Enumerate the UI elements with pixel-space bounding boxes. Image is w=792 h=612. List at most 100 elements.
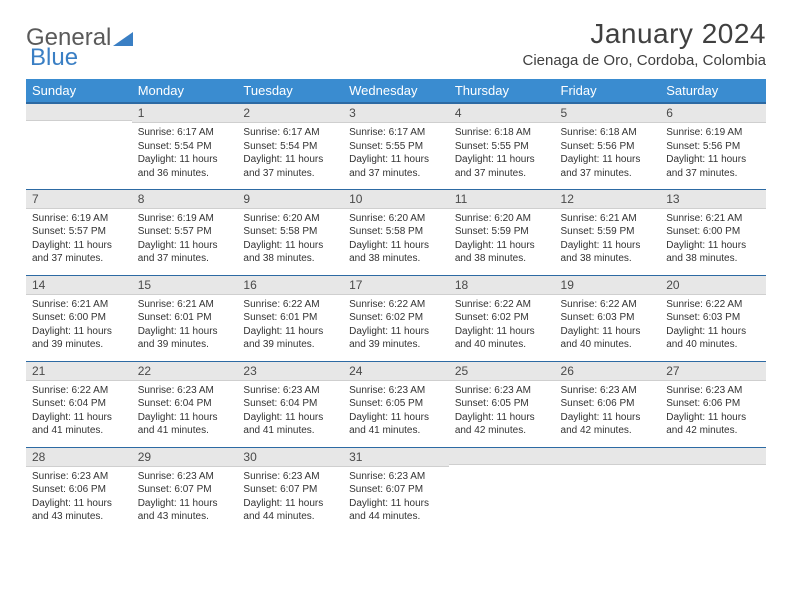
day-number: 13 <box>660 189 766 209</box>
sunset-line: Sunset: 6:03 PM <box>666 311 760 325</box>
calendar-day-cell <box>449 447 555 533</box>
calendar-day-cell: 23Sunrise: 6:23 AMSunset: 6:04 PMDayligh… <box>237 361 343 447</box>
calendar-day-cell: 28Sunrise: 6:23 AMSunset: 6:06 PMDayligh… <box>26 447 132 533</box>
daylight-line: Daylight: 11 hours and 37 minutes. <box>32 239 126 266</box>
daylight-line: Daylight: 11 hours and 36 minutes. <box>138 153 232 180</box>
day-info: Sunrise: 6:23 AMSunset: 6:05 PMDaylight:… <box>449 381 555 440</box>
daylight-line: Daylight: 11 hours and 38 minutes. <box>455 239 549 266</box>
sunrise-line: Sunrise: 6:22 AM <box>666 298 760 312</box>
sunset-line: Sunset: 5:54 PM <box>138 140 232 154</box>
calendar-day-cell: 6Sunrise: 6:19 AMSunset: 5:56 PMDaylight… <box>660 103 766 189</box>
calendar-week-row: 1Sunrise: 6:17 AMSunset: 5:54 PMDaylight… <box>26 103 766 189</box>
sunset-line: Sunset: 6:05 PM <box>455 397 549 411</box>
daylight-line: Daylight: 11 hours and 37 minutes. <box>455 153 549 180</box>
calendar-day-cell: 2Sunrise: 6:17 AMSunset: 5:54 PMDaylight… <box>237 103 343 189</box>
calendar-day-cell: 1Sunrise: 6:17 AMSunset: 5:54 PMDaylight… <box>132 103 238 189</box>
sunset-line: Sunset: 6:03 PM <box>561 311 655 325</box>
daylight-line: Daylight: 11 hours and 42 minutes. <box>666 411 760 438</box>
sunrise-line: Sunrise: 6:17 AM <box>349 126 443 140</box>
sunrise-line: Sunrise: 6:17 AM <box>138 126 232 140</box>
calendar-day-cell <box>26 103 132 189</box>
day-number: 9 <box>237 189 343 209</box>
daylight-line: Daylight: 11 hours and 41 minutes. <box>138 411 232 438</box>
daylight-line: Daylight: 11 hours and 37 minutes. <box>243 153 337 180</box>
daylight-line: Daylight: 11 hours and 42 minutes. <box>455 411 549 438</box>
sunset-line: Sunset: 6:07 PM <box>138 483 232 497</box>
sunset-line: Sunset: 5:59 PM <box>455 225 549 239</box>
day-info: Sunrise: 6:20 AMSunset: 5:58 PMDaylight:… <box>237 209 343 268</box>
day-info: Sunrise: 6:22 AMSunset: 6:02 PMDaylight:… <box>343 295 449 354</box>
day-info: Sunrise: 6:23 AMSunset: 6:07 PMDaylight:… <box>132 467 238 526</box>
day-info: Sunrise: 6:17 AMSunset: 5:55 PMDaylight:… <box>343 123 449 182</box>
sunset-line: Sunset: 6:04 PM <box>243 397 337 411</box>
weekday-header: Tuesday <box>237 79 343 103</box>
day-info: Sunrise: 6:23 AMSunset: 6:04 PMDaylight:… <box>132 381 238 440</box>
sunset-line: Sunset: 5:59 PM <box>561 225 655 239</box>
sunrise-line: Sunrise: 6:23 AM <box>243 384 337 398</box>
day-number: 11 <box>449 189 555 209</box>
day-number: 30 <box>237 447 343 467</box>
sunrise-line: Sunrise: 6:18 AM <box>561 126 655 140</box>
sunrise-line: Sunrise: 6:20 AM <box>349 212 443 226</box>
sunset-line: Sunset: 6:01 PM <box>243 311 337 325</box>
day-info: Sunrise: 6:17 AMSunset: 5:54 PMDaylight:… <box>132 123 238 182</box>
sunrise-line: Sunrise: 6:23 AM <box>349 384 443 398</box>
calendar-day-cell: 20Sunrise: 6:22 AMSunset: 6:03 PMDayligh… <box>660 275 766 361</box>
daylight-line: Daylight: 11 hours and 44 minutes. <box>243 497 337 524</box>
day-number: 6 <box>660 103 766 123</box>
calendar-week-row: 7Sunrise: 6:19 AMSunset: 5:57 PMDaylight… <box>26 189 766 275</box>
calendar-day-cell <box>660 447 766 533</box>
daylight-line: Daylight: 11 hours and 38 minutes. <box>243 239 337 266</box>
daylight-line: Daylight: 11 hours and 37 minutes. <box>138 239 232 266</box>
sunrise-line: Sunrise: 6:20 AM <box>243 212 337 226</box>
sunset-line: Sunset: 6:06 PM <box>561 397 655 411</box>
day-number: 2 <box>237 103 343 123</box>
daylight-line: Daylight: 11 hours and 37 minutes. <box>561 153 655 180</box>
day-number-blank <box>660 447 766 465</box>
calendar-page: General January 2024 Cienaga de Oro, Cor… <box>0 0 792 533</box>
day-number: 8 <box>132 189 238 209</box>
calendar-day-cell: 29Sunrise: 6:23 AMSunset: 6:07 PMDayligh… <box>132 447 238 533</box>
sunset-line: Sunset: 6:06 PM <box>32 483 126 497</box>
calendar-day-cell: 9Sunrise: 6:20 AMSunset: 5:58 PMDaylight… <box>237 189 343 275</box>
day-number-blank <box>555 447 661 465</box>
day-info: Sunrise: 6:23 AMSunset: 6:06 PMDaylight:… <box>660 381 766 440</box>
sunrise-line: Sunrise: 6:22 AM <box>243 298 337 312</box>
day-number: 24 <box>343 361 449 381</box>
calendar-header-row: SundayMondayTuesdayWednesdayThursdayFrid… <box>26 79 766 103</box>
sunrise-line: Sunrise: 6:19 AM <box>666 126 760 140</box>
daylight-line: Daylight: 11 hours and 40 minutes. <box>666 325 760 352</box>
day-number: 15 <box>132 275 238 295</box>
daylight-line: Daylight: 11 hours and 40 minutes. <box>455 325 549 352</box>
calendar-day-cell: 21Sunrise: 6:22 AMSunset: 6:04 PMDayligh… <box>26 361 132 447</box>
daylight-line: Daylight: 11 hours and 41 minutes. <box>243 411 337 438</box>
weekday-header: Friday <box>555 79 661 103</box>
daylight-line: Daylight: 11 hours and 37 minutes. <box>349 153 443 180</box>
calendar-day-cell: 30Sunrise: 6:23 AMSunset: 6:07 PMDayligh… <box>237 447 343 533</box>
day-info: Sunrise: 6:23 AMSunset: 6:04 PMDaylight:… <box>237 381 343 440</box>
calendar-day-cell: 27Sunrise: 6:23 AMSunset: 6:06 PMDayligh… <box>660 361 766 447</box>
sunrise-line: Sunrise: 6:23 AM <box>455 384 549 398</box>
daylight-line: Daylight: 11 hours and 38 minutes. <box>349 239 443 266</box>
day-info: Sunrise: 6:19 AMSunset: 5:56 PMDaylight:… <box>660 123 766 182</box>
sunrise-line: Sunrise: 6:22 AM <box>32 384 126 398</box>
sunset-line: Sunset: 5:55 PM <box>455 140 549 154</box>
day-info: Sunrise: 6:23 AMSunset: 6:05 PMDaylight:… <box>343 381 449 440</box>
daylight-line: Daylight: 11 hours and 41 minutes. <box>32 411 126 438</box>
weekday-header: Sunday <box>26 79 132 103</box>
day-info: Sunrise: 6:21 AMSunset: 6:00 PMDaylight:… <box>660 209 766 268</box>
daylight-line: Daylight: 11 hours and 38 minutes. <box>561 239 655 266</box>
calendar-day-cell: 12Sunrise: 6:21 AMSunset: 5:59 PMDayligh… <box>555 189 661 275</box>
calendar-day-cell <box>555 447 661 533</box>
daylight-line: Daylight: 11 hours and 43 minutes. <box>32 497 126 524</box>
calendar-day-cell: 16Sunrise: 6:22 AMSunset: 6:01 PMDayligh… <box>237 275 343 361</box>
sunset-line: Sunset: 6:04 PM <box>138 397 232 411</box>
sunrise-line: Sunrise: 6:23 AM <box>243 470 337 484</box>
day-info: Sunrise: 6:23 AMSunset: 6:07 PMDaylight:… <box>343 467 449 526</box>
sunset-line: Sunset: 6:05 PM <box>349 397 443 411</box>
calendar-day-cell: 17Sunrise: 6:22 AMSunset: 6:02 PMDayligh… <box>343 275 449 361</box>
day-number: 31 <box>343 447 449 467</box>
sunset-line: Sunset: 5:58 PM <box>349 225 443 239</box>
sunset-line: Sunset: 5:54 PM <box>243 140 337 154</box>
calendar-day-cell: 10Sunrise: 6:20 AMSunset: 5:58 PMDayligh… <box>343 189 449 275</box>
